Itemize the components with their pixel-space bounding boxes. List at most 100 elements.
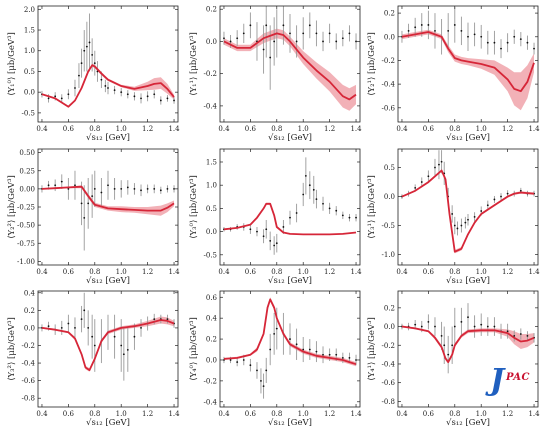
panel-Y41: 0.4 0.6 0.8 1.0 1.2 1.4 -0.8 -0.6 -0.4 -0.2 0.0 0.2… xyxy=(367,290,540,428)
x-tick-label: 0.8 xyxy=(271,410,282,418)
y-tick-label: 0.2 xyxy=(384,10,395,18)
data-point xyxy=(453,325,456,328)
x-tick-label: 1.0 xyxy=(476,410,487,418)
data-point xyxy=(453,24,456,26)
data-point xyxy=(519,38,522,41)
data-point xyxy=(275,327,278,330)
data-point xyxy=(236,361,239,363)
data-point xyxy=(173,187,175,190)
data-point xyxy=(166,187,169,190)
model-curve xyxy=(223,202,357,236)
data-point xyxy=(140,189,142,192)
y-tick-label: 1.5 xyxy=(24,27,35,35)
data-point xyxy=(289,338,291,340)
data-point xyxy=(87,327,90,329)
x-tick-label: 0.8 xyxy=(449,410,460,418)
data-point xyxy=(47,184,50,187)
data-point xyxy=(348,32,351,35)
x-tick-label: 0.6 xyxy=(245,410,257,418)
x-tick-label: 1.0 xyxy=(116,125,127,133)
data-point xyxy=(80,318,83,321)
data-point xyxy=(133,335,136,338)
y-axis-label: ⟨Y₃²⟩ [μb/GeV³] xyxy=(7,317,17,381)
x-tick-label: 1.2 xyxy=(502,268,513,276)
y-axis-label: ⟨Y₁⁰⟩ [μb/GeV³] xyxy=(7,32,17,96)
data-point xyxy=(146,95,149,98)
y-axis-label: ⟨Y₂²⟩ [μb/GeV³] xyxy=(7,175,17,239)
data-point xyxy=(460,224,463,227)
data-point xyxy=(140,327,142,329)
x-tick-label: 1.0 xyxy=(298,268,309,276)
data-point xyxy=(473,33,476,36)
plot-area xyxy=(41,292,175,381)
x-tick-label: 0.4 xyxy=(396,125,408,133)
data-point xyxy=(122,353,125,356)
data-point xyxy=(486,41,489,44)
data-point xyxy=(506,330,509,333)
data-points xyxy=(223,307,357,399)
data-point xyxy=(414,323,417,326)
data-point xyxy=(133,187,136,190)
data-point xyxy=(473,215,476,218)
x-tick-label: 1.0 xyxy=(298,125,309,133)
x-tick-label: 1.2 xyxy=(324,268,335,276)
panel-Y21: 0.4 0.6 0.8 1.0 1.2 1.4 -0.6 -0.4 -0.2 0.0 0.2 √s₁₂… xyxy=(367,5,540,143)
y-tick-label: -0.4 xyxy=(382,360,396,368)
data-point xyxy=(526,41,529,44)
panel-Y30: 0.4 0.6 0.8 1.0 1.2 1.4 -0.5 0.0 0.5 1.0 1.5 √s₁₂ [… xyxy=(189,148,362,286)
y-axis-label: ⟨Y₃⁰⟩ [μb/GeV³] xyxy=(189,175,199,239)
data-point xyxy=(262,48,265,51)
data-point xyxy=(223,37,225,40)
data-point xyxy=(60,97,63,100)
y-tick-label: 0.0 xyxy=(206,356,217,364)
model-curve xyxy=(41,185,175,212)
y-tick-label: 0.2 xyxy=(206,336,217,344)
data-point xyxy=(273,244,276,247)
data-point xyxy=(440,335,443,337)
panel-frame xyxy=(397,290,539,408)
data-point xyxy=(467,316,469,319)
y-axis-label: ⟨Y₄¹⟩ [μb/GeV³] xyxy=(367,317,377,381)
data-point xyxy=(493,198,496,201)
data-point xyxy=(159,189,162,192)
data-point xyxy=(78,74,80,77)
data-point xyxy=(407,29,410,32)
data-point xyxy=(282,226,285,228)
x-tick-label: 0.8 xyxy=(89,268,100,276)
x-tick-label: 0.4 xyxy=(218,125,230,133)
data-point xyxy=(159,99,162,102)
model-curve xyxy=(401,169,535,253)
x-tick-label: 1.2 xyxy=(502,410,513,418)
y-axis-label: ⟨Y₂¹⟩ [μb/GeV³] xyxy=(367,32,377,96)
data-point xyxy=(308,24,311,27)
y-tick-label: 0.0 xyxy=(206,228,217,236)
y-axis-label: ⟨Y₁¹⟩ [μb/GeV³] xyxy=(189,32,199,96)
data-point xyxy=(302,32,305,35)
panel-frame xyxy=(219,148,361,266)
data-point xyxy=(414,186,417,189)
data-point xyxy=(265,228,268,231)
data-point xyxy=(85,45,88,48)
data-point xyxy=(304,175,307,177)
data-point xyxy=(242,32,245,35)
data-point xyxy=(249,364,252,367)
y-tick-label: -0.4 xyxy=(382,81,396,89)
data-points xyxy=(401,150,535,236)
data-point xyxy=(355,40,357,43)
data-point xyxy=(513,335,516,337)
data-point xyxy=(173,99,175,102)
data-point xyxy=(447,29,450,32)
x-axis-label: √s₁₂ [GeV] xyxy=(86,418,130,428)
y-tick-label: 0.0 xyxy=(384,33,395,41)
y-tick-label: 0.0 xyxy=(24,324,35,332)
data-point xyxy=(500,47,502,50)
data-point xyxy=(427,24,430,26)
data-point xyxy=(443,344,446,347)
x-tick-label: 0.8 xyxy=(271,268,282,276)
y-tick-label: -0.5 xyxy=(22,109,36,117)
data-point xyxy=(60,180,63,183)
data-point xyxy=(260,379,262,382)
x-tick-label: 1.4 xyxy=(350,268,362,276)
x-tick-label: 0.6 xyxy=(423,410,435,418)
data-point xyxy=(456,227,459,230)
